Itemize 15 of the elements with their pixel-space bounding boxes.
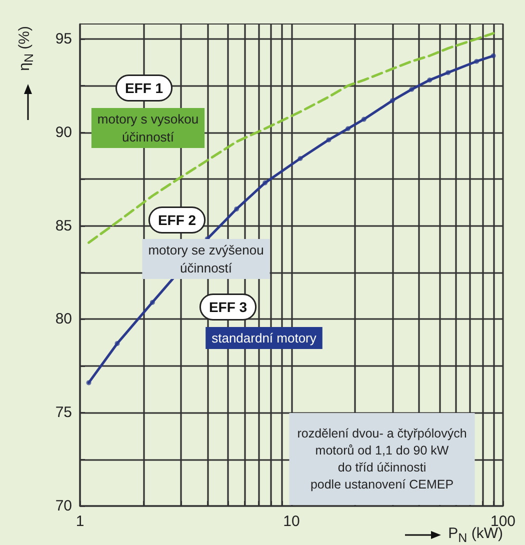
annotation: standardní motory <box>212 330 317 346</box>
annotation: EFF 3 <box>208 299 248 315</box>
annotation: motory s vysokou účinností <box>97 112 199 144</box>
annotation: EFF 2 <box>158 212 196 228</box>
y-tick-label: 95 <box>55 30 72 48</box>
x-tick-label: 1 <box>76 513 84 530</box>
x-tick-label: 10 <box>283 513 300 530</box>
y-tick-label: 85 <box>55 217 72 234</box>
y-tick-label: 70 <box>55 498 72 514</box>
annotation: rozdělení dvou- a čtyřpólových motorů od 1,1 do 90 kW do tříd účinnosti podle ustanovení CEMEP <box>297 426 467 492</box>
y-tick-label: 75 <box>55 404 72 422</box>
annotation: motory se zvýšenou účinností <box>148 242 264 276</box>
annotation: EFF 1 <box>124 80 164 96</box>
y-tick-label: 80 <box>55 310 72 328</box>
y-tick-label: 90 <box>55 124 72 141</box>
